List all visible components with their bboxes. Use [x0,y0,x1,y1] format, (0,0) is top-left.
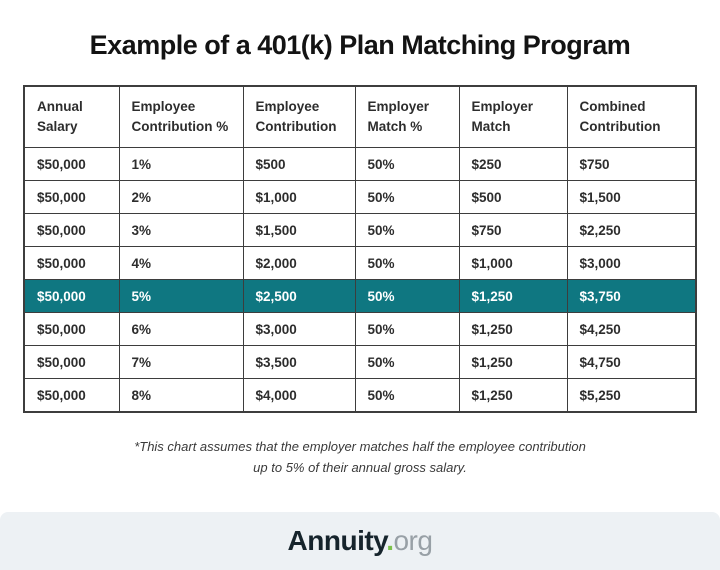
cell-employer-match-pct: 50% [354,213,460,247]
cell-employer-match-pct: 50% [354,147,460,181]
brand-tld: org [393,525,433,556]
cell-combined-contribution: $4,250 [566,312,697,346]
table-row: $50,000 2% $1,000 50% $500 $1,500 [23,180,697,214]
column-header-annual-salary: Annual Salary [23,85,120,148]
column-header-employee-contribution-pct: Employee Contribution % [118,85,244,148]
matching-program-table: Annual Salary Employee Contribution % Em… [23,85,697,413]
cell-employee-contribution: $2,500 [242,279,356,313]
column-header-employee-contribution: Employee Contribution [242,85,356,148]
cell-employee-contribution-pct: 1% [118,147,244,181]
cell-employee-contribution-pct: 7% [118,345,244,379]
cell-combined-contribution: $4,750 [566,345,697,379]
table-row: $50,000 4% $2,000 50% $1,000 $3,000 [23,246,697,280]
brand-name: Annuity [287,525,387,556]
column-header-employer-match-pct: Employer Match % [354,85,460,148]
cell-employee-contribution: $2,000 [242,246,356,280]
cell-annual-salary: $50,000 [23,213,120,247]
cell-employee-contribution: $500 [242,147,356,181]
cell-employee-contribution-pct: 5% [118,279,244,313]
cell-annual-salary: $50,000 [23,180,120,214]
footer-band: Annuity.org [0,512,720,570]
cell-employee-contribution-pct: 2% [118,180,244,214]
table-row: $50,000 1% $500 50% $250 $750 [23,147,697,181]
cell-employer-match-pct: 50% [354,246,460,280]
cell-employer-match-pct: 50% [354,345,460,379]
cell-employee-contribution-pct: 8% [118,378,244,413]
cell-combined-contribution: $3,000 [566,246,697,280]
cell-employer-match: $500 [458,180,568,214]
brand-dot: . [386,525,394,556]
table-row: $50,000 6% $3,000 50% $1,250 $4,250 [23,312,697,346]
cell-employer-match: $1,250 [458,378,568,413]
cell-employer-match-pct: 50% [354,279,460,313]
cell-employer-match-pct: 50% [354,312,460,346]
cell-employer-match: $1,250 [458,345,568,379]
cell-combined-contribution: $750 [566,147,697,181]
cell-combined-contribution: $3,750 [566,279,697,313]
cell-employee-contribution-pct: 4% [118,246,244,280]
column-header-employer-match: Employer Match [458,85,568,148]
cell-employer-match: $250 [458,147,568,181]
table-header-row: Annual Salary Employee Contribution % Em… [23,85,697,148]
annuity-org-logo: Annuity.org [288,527,433,555]
cell-employee-contribution: $1,500 [242,213,356,247]
cell-employee-contribution: $3,000 [242,312,356,346]
cell-employer-match-pct: 50% [354,180,460,214]
footnote-line-1: *This chart assumes that the employer ma… [134,439,586,454]
cell-combined-contribution: $2,250 [566,213,697,247]
table-row: $50,000 7% $3,500 50% $1,250 $4,750 [23,345,697,379]
cell-annual-salary: $50,000 [23,312,120,346]
cell-annual-salary: $50,000 [23,279,120,313]
cell-employee-contribution-pct: 6% [118,312,244,346]
cell-employer-match: $1,250 [458,312,568,346]
cell-employer-match-pct: 50% [354,378,460,413]
cell-employer-match: $1,250 [458,279,568,313]
cell-employee-contribution: $3,500 [242,345,356,379]
cell-annual-salary: $50,000 [23,246,120,280]
cell-combined-contribution: $1,500 [566,180,697,214]
page-title: Example of a 401(k) Plan Matching Progra… [89,30,631,60]
footnote-line-2: up to 5% of their annual gross salary. [253,460,467,476]
cell-employee-contribution-pct: 3% [118,213,244,247]
cell-annual-salary: $50,000 [23,345,120,379]
cell-annual-salary: $50,000 [23,147,120,181]
table-row-highlighted: $50,000 5% $2,500 50% $1,250 $3,750 [23,279,697,313]
cell-employer-match: $1,000 [458,246,568,280]
cell-employer-match: $750 [458,213,568,247]
table-row: $50,000 3% $1,500 50% $750 $2,250 [23,213,697,247]
cell-employee-contribution: $1,000 [242,180,356,214]
cell-annual-salary: $50,000 [23,378,120,413]
table-row: $50,000 8% $4,000 50% $1,250 $5,250 [23,378,697,413]
chart-footnote: *This chart assumes that the employer ma… [0,436,720,479]
cell-combined-contribution: $5,250 [566,378,697,413]
column-header-combined-contribution: Combined Contribution [566,85,697,148]
cell-employee-contribution: $4,000 [242,378,356,413]
